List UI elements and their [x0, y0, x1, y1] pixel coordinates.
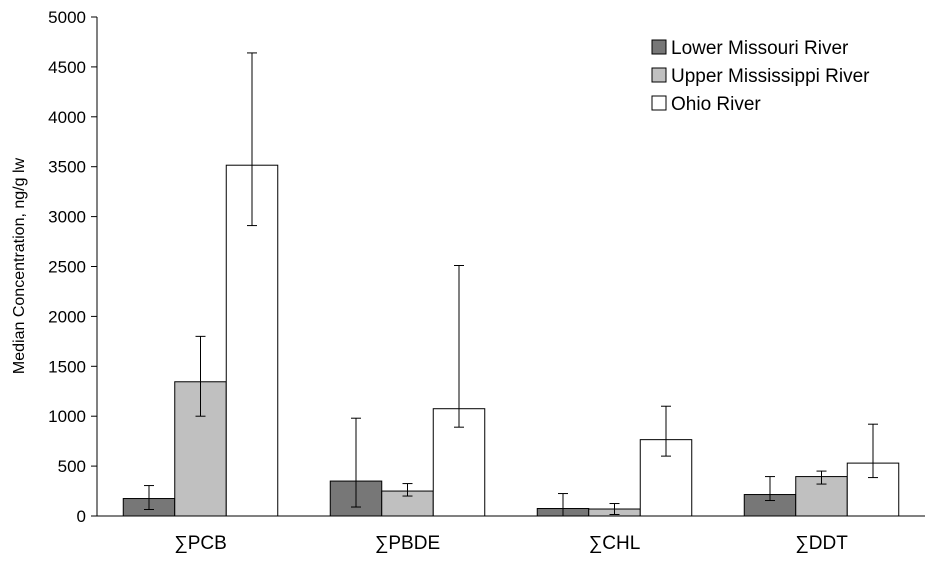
x-axis-category-labels: ∑PCB ∑PBDE ∑CHL ∑DDT — [174, 533, 848, 554]
y-tick-label: 2000 — [48, 307, 86, 326]
legend-label: Upper Mississippi River — [671, 66, 870, 87]
y-tick-label: 2500 — [48, 258, 86, 277]
legend-label: Lower Missouri River — [671, 38, 849, 59]
y-tick-label: 4000 — [48, 108, 86, 127]
legend-label: Ohio River — [671, 94, 761, 115]
y-tick-label: 1500 — [48, 357, 86, 376]
y-tick-label: 1000 — [48, 407, 86, 426]
y-tick-label: 0 — [77, 507, 86, 526]
legend: Lower Missouri River Upper Mississippi Ri… — [651, 38, 870, 115]
y-tick-label: 500 — [58, 457, 86, 476]
legend-swatch — [651, 67, 667, 83]
y-tick-label: 4500 — [48, 58, 86, 77]
legend-swatch — [651, 39, 667, 55]
error-bars — [144, 52, 878, 517]
y-tick-label: 3000 — [48, 208, 86, 227]
bar-series — [122, 164, 900, 517]
x-category-label: ∑PBDE — [375, 533, 440, 554]
y-tick-label: 5000 — [48, 8, 86, 27]
y-axis-ticks: 0 500 1000 1500 2000 2500 3000 3500 4000 4500 5000 — [48, 8, 97, 526]
y-tick-label: 3500 — [48, 158, 86, 177]
legend-swatch — [651, 95, 667, 111]
x-category-label: ∑DDT — [795, 533, 848, 554]
x-category-label: ∑PCB — [174, 533, 227, 554]
x-category-label: ∑CHL — [589, 533, 641, 554]
y-axis-title: Median Concentration, ng/g lw — [11, 157, 28, 374]
